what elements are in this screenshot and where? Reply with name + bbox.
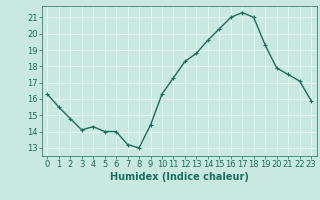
X-axis label: Humidex (Indice chaleur): Humidex (Indice chaleur) (110, 172, 249, 182)
